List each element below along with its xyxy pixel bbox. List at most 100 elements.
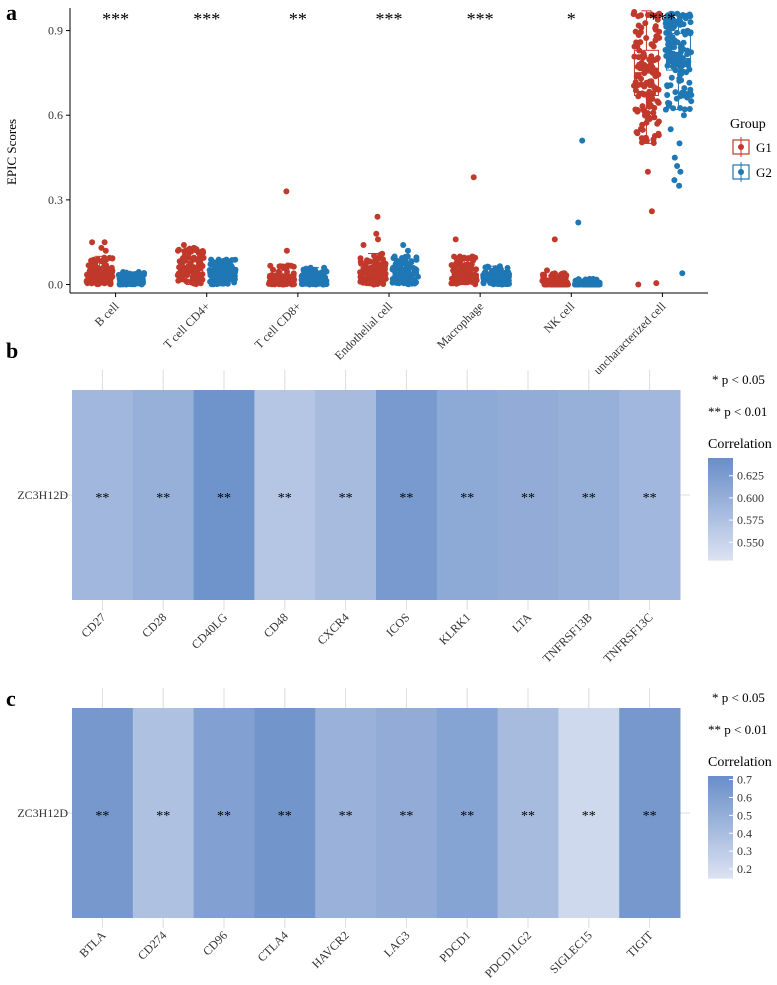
column-label: CD48 xyxy=(261,610,291,640)
colorbar-segment xyxy=(708,460,733,464)
data-point xyxy=(364,257,370,264)
cell-significance: ** xyxy=(339,491,353,506)
data-point xyxy=(382,275,389,282)
data-point xyxy=(207,261,214,268)
data-point xyxy=(640,106,647,113)
outlier-point xyxy=(551,236,558,243)
data-point xyxy=(666,26,673,33)
panel-c-letter: c xyxy=(6,686,16,711)
data-point xyxy=(270,266,276,273)
data-point xyxy=(655,118,662,125)
data-point xyxy=(672,18,679,25)
legend-entries: G1 G2 xyxy=(732,137,772,182)
colorbar-segment xyxy=(708,493,733,497)
cell-significance: ** xyxy=(521,809,535,824)
colorbar-segment xyxy=(708,544,733,548)
data-point xyxy=(406,277,413,284)
colorbar-segment xyxy=(708,824,733,828)
heatmap-cell xyxy=(254,708,316,918)
colorbar-segment xyxy=(708,829,733,833)
heatmap-cell xyxy=(193,390,255,600)
data-point xyxy=(457,256,464,263)
colorbar-segment xyxy=(708,875,733,879)
data-point xyxy=(674,39,681,46)
colorbar-segment xyxy=(708,458,733,462)
column-label: ICOS xyxy=(383,610,412,639)
cell-significance: ** xyxy=(460,809,474,824)
outlier-point xyxy=(680,112,687,119)
colorbar-segment xyxy=(708,855,733,859)
colorbar-segment xyxy=(708,516,733,520)
data-point xyxy=(635,72,642,79)
data-point xyxy=(471,277,478,284)
data-point xyxy=(191,254,197,261)
box-plot-area xyxy=(83,9,695,288)
cell-significance: ** xyxy=(339,809,353,824)
data-point xyxy=(456,279,463,286)
data-point xyxy=(683,61,690,67)
data-point xyxy=(482,269,489,276)
heatmap-cell xyxy=(619,390,681,600)
heatmap-cell xyxy=(436,708,499,918)
colorbar-segment xyxy=(708,811,733,815)
data-point xyxy=(401,257,408,263)
outlier-point xyxy=(676,140,683,147)
data-point xyxy=(677,50,684,57)
outlier-point xyxy=(180,242,187,248)
legend-title: Group xyxy=(730,117,766,132)
outlier-point xyxy=(653,280,660,287)
data-point xyxy=(654,16,661,23)
cell-significance: ** xyxy=(278,809,292,824)
note-double-star: ** p < 0.01 xyxy=(708,404,767,419)
colorbar-segment xyxy=(708,514,733,518)
cell-significance: ** xyxy=(582,809,596,824)
column-label: CD274 xyxy=(135,928,169,962)
data-point xyxy=(638,24,645,31)
colorbar-segment xyxy=(708,534,733,538)
data-point xyxy=(539,271,546,278)
outlier-point xyxy=(360,242,367,248)
legend-title: Correlation xyxy=(708,437,772,452)
data-point xyxy=(379,250,386,257)
colorbar-segment xyxy=(708,847,733,851)
column-label: CXCR4 xyxy=(314,610,351,647)
column-label: CD40LG xyxy=(189,610,231,652)
heatmap-cell xyxy=(376,390,438,600)
column-label: CD27 xyxy=(78,610,108,640)
data-point xyxy=(96,274,103,281)
data-point xyxy=(642,20,649,27)
colorbar-segment xyxy=(708,862,733,866)
data-point xyxy=(406,263,413,270)
data-point xyxy=(686,79,693,86)
data-point xyxy=(187,264,194,271)
data-point xyxy=(395,274,402,281)
row-label: ZC3H12D xyxy=(17,488,68,502)
outlier-point xyxy=(470,174,477,181)
significance-label: *** xyxy=(467,9,494,29)
data-point xyxy=(667,19,673,26)
heatmap-c-legend: * p < 0.05 ** p < 0.01 Correlation 0.7 0.6 0.… xyxy=(708,690,772,879)
cell-significance: ** xyxy=(460,491,474,506)
colorbar-segment xyxy=(708,834,733,838)
data-point xyxy=(563,272,570,279)
colorbar-segment xyxy=(708,503,733,508)
data-point xyxy=(130,273,137,280)
column-label: BTLA xyxy=(76,928,108,960)
colorbar-label: 0.5 xyxy=(737,808,752,822)
colorbar-segment xyxy=(708,526,733,530)
data-point xyxy=(101,262,108,269)
colorbar-segment xyxy=(708,870,733,874)
data-point xyxy=(632,87,639,94)
x-tick-label: B cell xyxy=(92,299,122,329)
data-point xyxy=(229,257,236,263)
data-point xyxy=(634,107,641,114)
colorbar-segment xyxy=(708,557,733,561)
colorbar-segment xyxy=(708,842,733,846)
legend-label: G1 xyxy=(756,140,772,155)
colorbar-segment xyxy=(708,483,733,487)
colorbar-segment xyxy=(708,501,733,505)
data-point xyxy=(684,47,691,54)
colorbar-segment xyxy=(708,837,733,841)
colorbar-label: 0.4 xyxy=(737,826,752,840)
colorbar-segment xyxy=(708,524,733,528)
